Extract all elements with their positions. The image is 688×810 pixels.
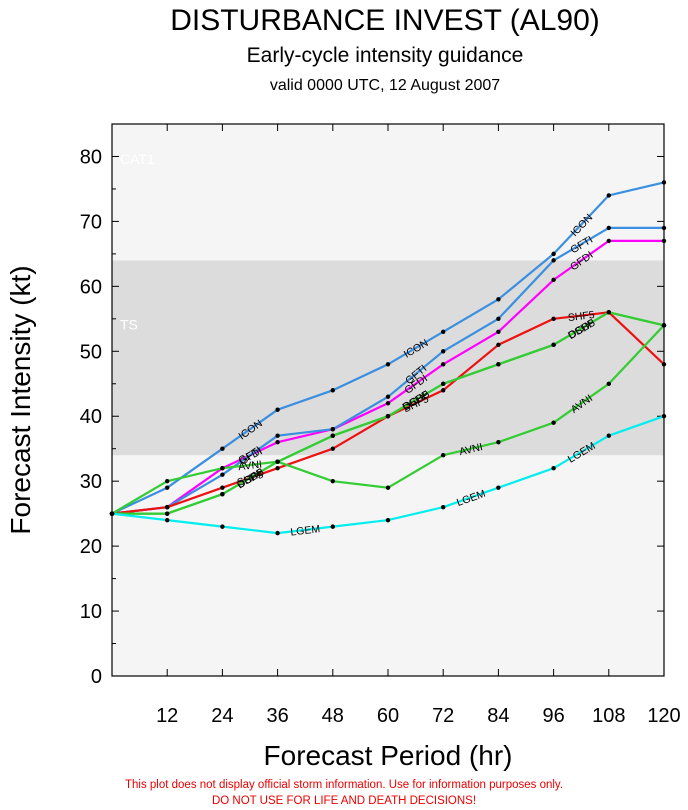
y-tick-label: 40 bbox=[80, 406, 102, 428]
series-label-avni: AVNI bbox=[238, 459, 263, 474]
x-axis-label: Forecast Period (hr) bbox=[264, 740, 513, 771]
disclaimer-line-1: This plot does not display official stor… bbox=[125, 779, 563, 791]
point-gfti bbox=[220, 472, 225, 477]
point-gfdi bbox=[606, 238, 611, 244]
point-lgem bbox=[551, 465, 556, 471]
point-icon bbox=[220, 446, 225, 451]
point-avni bbox=[441, 453, 446, 458]
series-label-lgem: LGEM bbox=[290, 523, 321, 538]
point-gfti bbox=[330, 427, 335, 432]
point-gfti bbox=[661, 225, 667, 231]
y-tick-label: 10 bbox=[80, 601, 102, 623]
x-tick-label: 96 bbox=[542, 705, 564, 727]
band-label-cat1: CAT1 bbox=[120, 151, 155, 167]
point-avni bbox=[275, 459, 280, 464]
band-label-ts: TS bbox=[120, 316, 138, 332]
chart-title: DISTURBANCE INVEST (AL90) bbox=[170, 4, 600, 37]
chart-subtitle: Early-cycle intensity guidance bbox=[247, 44, 524, 67]
point-icon bbox=[606, 193, 611, 198]
point-ocd5 bbox=[220, 491, 225, 497]
x-tick-label: 60 bbox=[377, 705, 399, 727]
point-ocd5 bbox=[496, 362, 501, 367]
point-icon bbox=[441, 329, 446, 335]
point-shf5 bbox=[441, 388, 446, 393]
point-ocd5 bbox=[551, 342, 556, 347]
point-gfdi bbox=[661, 238, 667, 244]
band-ts bbox=[112, 260, 664, 456]
series-label-shf5: SHF5 bbox=[567, 309, 595, 324]
x-tick-label: 72 bbox=[432, 705, 454, 727]
y-tick-label: 70 bbox=[80, 211, 102, 233]
point-shf5 bbox=[165, 504, 170, 510]
point-ocd5 bbox=[606, 310, 611, 315]
y-tick-label: 30 bbox=[80, 471, 102, 493]
point-gfti bbox=[496, 316, 501, 322]
point-gfti bbox=[275, 433, 280, 438]
point-shf5 bbox=[330, 446, 335, 451]
point-gfdi bbox=[496, 329, 501, 335]
point-lgem bbox=[165, 517, 170, 523]
point-avni bbox=[496, 440, 501, 445]
y-tick-label: 80 bbox=[80, 146, 102, 168]
point-gfti bbox=[385, 394, 391, 399]
x-tick-label: 24 bbox=[211, 705, 233, 727]
point-icon bbox=[165, 485, 170, 490]
x-tick-label: 48 bbox=[322, 705, 344, 727]
y-tick-label: 60 bbox=[80, 276, 102, 298]
plot-area: TS CAT1 0 10 20 30 40 50 60 70 80 12 24 36 48 60 72 84 96 1… bbox=[80, 123, 681, 727]
point-icon bbox=[661, 180, 667, 185]
x-tick-label: 108 bbox=[592, 705, 625, 727]
point-icon bbox=[551, 251, 556, 257]
point-shf5 bbox=[551, 316, 556, 322]
point-ocd5 bbox=[385, 414, 391, 419]
point-icon bbox=[385, 362, 391, 367]
point-icon bbox=[330, 388, 335, 393]
point-avni bbox=[165, 478, 170, 484]
x-tick-label: 120 bbox=[647, 705, 680, 727]
point-avni bbox=[330, 478, 335, 484]
point-shf5 bbox=[220, 485, 225, 490]
point-ocd5 bbox=[330, 433, 335, 438]
point-avni bbox=[220, 465, 225, 471]
point-lgem bbox=[441, 504, 446, 510]
point-shf5 bbox=[661, 362, 667, 367]
point-icon bbox=[496, 297, 501, 302]
point-avni bbox=[385, 485, 391, 490]
point-shf5 bbox=[275, 465, 280, 471]
point-lgem bbox=[496, 485, 501, 490]
point-lgem bbox=[606, 433, 611, 438]
point-lgem bbox=[275, 530, 280, 536]
y-tick-label: 0 bbox=[91, 666, 102, 688]
point-gfti bbox=[606, 225, 611, 231]
point-lgem bbox=[220, 524, 225, 529]
point-gfdi bbox=[385, 401, 391, 406]
y-tick-label: 20 bbox=[80, 536, 102, 558]
point-lgem bbox=[661, 414, 667, 419]
valid-time: valid 0000 UTC, 12 August 2007 bbox=[270, 77, 500, 94]
point-ocd5 bbox=[165, 511, 170, 516]
point-icon bbox=[275, 407, 280, 412]
point-avni bbox=[606, 381, 611, 386]
point-ocd5 bbox=[441, 381, 446, 386]
y-axis-label: Forecast Intensity (kt) bbox=[5, 265, 36, 534]
x-tick-label: 84 bbox=[487, 705, 509, 727]
y-tick-label: 50 bbox=[80, 341, 102, 363]
point-avni bbox=[661, 323, 667, 328]
point-avni bbox=[551, 420, 556, 425]
point-lgem bbox=[330, 524, 335, 529]
point-gfdi bbox=[551, 277, 556, 283]
point-shf5 bbox=[496, 342, 501, 347]
disclaimer-line-2: DO NOT USE FOR LIFE AND DEATH DECISIONS! bbox=[212, 795, 476, 807]
series-label-avni: AVNI bbox=[458, 441, 484, 458]
point-lgem bbox=[385, 517, 391, 523]
point-gfdi bbox=[441, 362, 446, 367]
point-lgem bbox=[109, 511, 115, 516]
point-gfti bbox=[551, 258, 556, 263]
point-gfdi bbox=[275, 440, 280, 445]
x-tick-label: 36 bbox=[266, 705, 288, 727]
band-cat1 bbox=[112, 124, 664, 261]
point-gfti bbox=[441, 349, 446, 354]
x-tick-label: 12 bbox=[156, 705, 178, 727]
